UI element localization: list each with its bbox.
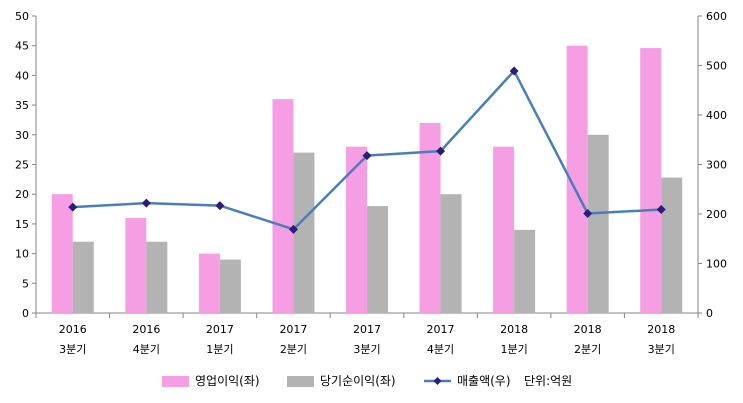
right-tick-label: 100 [706,258,727,271]
right-tick-label: 400 [706,109,727,122]
sales-point [68,202,78,212]
sales-line [68,66,666,234]
legend-label: 매출액(우) [457,374,511,388]
sales-point [215,201,225,211]
category-label: 2016 [59,323,87,336]
bar-operating-profit [346,146,367,313]
category-label: 4분기 [133,343,160,356]
unit-note: 단위:억원 [524,374,572,388]
bar-net-income [587,134,609,313]
bar-operating-profit [125,217,147,313]
bar-net-income [661,177,683,313]
category-label: 2018 [574,323,602,336]
bar-operating-profit [272,99,294,313]
bar-operating-profit [566,45,588,313]
left-tick-label: 40 [15,69,29,82]
bar-net-income [219,259,241,313]
left-tick-label: 10 [15,248,29,261]
bar-net-income [72,241,94,313]
left-tick-label: 0 [22,307,29,320]
category-label: 3분기 [353,343,380,356]
sales-point [436,146,446,156]
category-label: 2018 [500,323,528,336]
category-label: 4분기 [427,343,454,356]
legend-swatch [287,376,314,387]
bars [51,45,683,314]
legend-label: 당기순이익(좌) [320,374,396,388]
left-tick-label: 25 [15,159,29,172]
legend-label: 영업이익(좌) [195,374,260,388]
sales-point [583,209,593,219]
category-label: 2017 [206,323,234,336]
left-tick-label: 45 [15,40,29,53]
category-label: 2017 [353,323,381,336]
left-tick-label: 15 [15,218,29,231]
bar-net-income [146,241,168,313]
legend-swatch [162,376,189,387]
sales-point [656,205,666,215]
legend-marker [433,377,442,385]
right-tick-label: 300 [706,159,727,172]
bar-operating-profit [419,122,441,313]
category-label: 2016 [132,323,160,336]
category-label: 2분기 [574,343,601,356]
axes: 0510152025303540455001002003004005006002… [15,10,727,356]
left-tick-label: 35 [15,99,29,112]
category-label: 2017 [427,323,455,336]
category-label: 2분기 [280,343,307,356]
right-tick-label: 200 [706,208,727,221]
bar-net-income [514,229,536,313]
category-label: 3분기 [648,343,675,356]
left-tick-label: 30 [15,129,29,142]
left-tick-label: 20 [15,188,29,201]
category-label: 2018 [647,323,675,336]
bar-operating-profit [51,194,73,313]
sales-point [141,198,151,208]
sales-point [362,151,372,161]
bar-net-income [440,194,462,313]
category-label: 1분기 [206,343,233,356]
category-label: 1분기 [500,343,527,356]
bar-net-income [293,152,315,313]
sales-point [509,66,519,76]
right-tick-label: 0 [706,307,713,320]
bar-operating-profit [198,253,220,313]
sales-point [288,224,298,234]
right-tick-label: 600 [706,10,727,23]
bar-operating-profit [640,48,662,314]
category-label: 3분기 [59,343,86,356]
category-label: 2017 [279,323,307,336]
left-tick-label: 50 [15,10,29,23]
bar-net-income [367,206,388,313]
bar-operating-profit [493,146,515,313]
legend: 영업이익(좌) 당기순이익(좌) 매출액(우) 단위:억원 [162,374,572,388]
left-tick-label: 5 [22,277,29,290]
right-tick-label: 500 [706,60,727,73]
